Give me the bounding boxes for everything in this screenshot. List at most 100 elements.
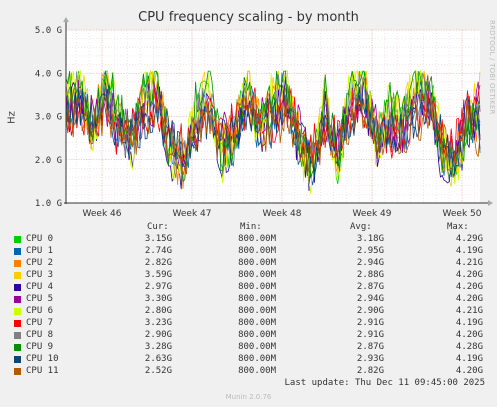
legend-swatch xyxy=(14,320,21,327)
legend-swatch xyxy=(14,236,21,243)
legend-cur: 2.63G xyxy=(144,354,172,364)
legend-row: CPU 8 2.90G 800.00M 2.91G 4.20G xyxy=(0,330,497,341)
legend-series-name: CPU 4 xyxy=(26,282,54,292)
last-update: Last update: Thu Dec 11 09:45:00 2025 xyxy=(284,378,485,388)
legend-swatch xyxy=(14,368,21,375)
legend-avg: 3.18G xyxy=(356,234,384,244)
legend-min: 800.00M xyxy=(238,342,276,352)
legend-min: 800.00M xyxy=(238,330,276,340)
legend-avg: 2.91G xyxy=(356,318,384,328)
legend-max: 4.19G xyxy=(455,246,483,256)
legend-cur: 2.74G xyxy=(144,246,172,256)
legend-row: CPU 4 2.97G 800.00M 2.87G 4.20G xyxy=(0,282,497,293)
legend-cur: 2.97G xyxy=(144,282,172,292)
legend-cur: 3.23G xyxy=(144,318,172,328)
x-tick-label: Week 48 xyxy=(263,209,302,219)
col-header-cur: Cur: xyxy=(147,222,169,232)
legend-avg: 2.87G xyxy=(356,282,384,292)
legend-max: 4.20G xyxy=(455,282,483,292)
legend-min: 800.00M xyxy=(238,258,276,268)
legend-max: 4.19G xyxy=(455,354,483,364)
chart-title: CPU frequency scaling - by month xyxy=(138,10,359,25)
y-tick-label: 4.0 G xyxy=(35,69,62,79)
y-tick-label: 5.0 G xyxy=(35,26,62,36)
legend-min: 800.00M xyxy=(238,282,276,292)
legend-min: 800.00M xyxy=(238,246,276,256)
legend-series-name: CPU 8 xyxy=(26,330,54,340)
legend-max: 4.20G xyxy=(455,330,483,340)
legend-cur: 3.59G xyxy=(144,270,172,280)
legend-max: 4.20G xyxy=(455,366,483,376)
legend-series-name: CPU 1 xyxy=(26,246,54,256)
legend-series-name: CPU 9 xyxy=(26,342,54,352)
legend-swatch xyxy=(14,296,21,303)
legend-min: 800.00M xyxy=(238,306,276,316)
legend-avg: 2.94G xyxy=(356,294,384,304)
series-line-cpu-6 xyxy=(65,69,481,195)
legend-series-name: CPU 7 xyxy=(26,318,54,328)
legend-row: CPU 6 2.80G 800.00M 2.90G 4.21G xyxy=(0,306,497,317)
legend-cur: 2.52G xyxy=(144,366,172,376)
legend-min: 800.00M xyxy=(238,318,276,328)
legend-max: 4.29G xyxy=(455,234,483,244)
legend-min: 800.00M xyxy=(238,354,276,364)
legend-max: 4.28G xyxy=(455,342,483,352)
x-tick-label: Week 49 xyxy=(353,209,392,219)
col-header-avg: Avg: xyxy=(350,222,372,232)
x-tick-label: Week 47 xyxy=(173,209,212,219)
legend-series-name: CPU 10 xyxy=(26,354,59,364)
rrdtool-credit: RRDTOOL / TOBI OETIKER xyxy=(488,20,496,115)
y-tick-label: 3.0 G xyxy=(35,113,62,123)
legend-max: 4.19G xyxy=(455,318,483,328)
legend-row: CPU 9 3.28G 800.00M 2.87G 4.28G xyxy=(0,342,497,353)
legend-avg: 2.94G xyxy=(356,258,384,268)
legend-avg: 2.87G xyxy=(356,342,384,352)
legend-avg: 2.91G xyxy=(356,330,384,340)
legend-max: 4.20G xyxy=(455,270,483,280)
legend-series-name: CPU 11 xyxy=(26,366,59,376)
col-header-min: Min: xyxy=(240,222,262,232)
legend-max: 4.21G xyxy=(455,258,483,268)
legend-swatch xyxy=(14,344,21,351)
x-tick-label: Week 46 xyxy=(83,209,122,219)
legend-avg: 2.90G xyxy=(356,306,384,316)
y-tick-label: 1.0 G xyxy=(35,199,62,209)
legend-swatch xyxy=(14,332,21,339)
legend-row: CPU 11 2.52G 800.00M 2.82G 4.20G xyxy=(0,366,497,377)
legend-series-name: CPU 6 xyxy=(26,306,54,316)
legend-min: 800.00M xyxy=(238,294,276,304)
legend-swatch xyxy=(14,284,21,291)
legend-avg: 2.93G xyxy=(356,354,384,364)
legend-swatch xyxy=(14,356,21,363)
legend-cur: 3.15G xyxy=(144,234,172,244)
legend-row: CPU 5 3.30G 800.00M 2.94G 4.20G xyxy=(0,294,497,305)
legend-avg: 2.95G xyxy=(356,246,384,256)
legend-min: 800.00M xyxy=(238,270,276,280)
legend-avg: 2.82G xyxy=(356,366,384,376)
legend-cur: 3.28G xyxy=(144,342,172,352)
legend-row: CPU 1 2.74G 800.00M 2.95G 4.19G xyxy=(0,246,497,257)
legend-row: CPU 7 3.23G 800.00M 2.91G 4.19G xyxy=(0,318,497,329)
legend-max: 4.21G xyxy=(455,306,483,316)
y-tick-label: 2.0 G xyxy=(35,156,62,166)
legend-cur: 2.82G xyxy=(144,258,172,268)
legend-swatch xyxy=(14,248,21,255)
x-axis-arrow xyxy=(488,200,493,206)
legend-cur: 3.30G xyxy=(144,294,172,304)
col-header-max: Max: xyxy=(447,222,469,232)
legend-series-name: CPU 2 xyxy=(26,258,54,268)
munin-version: Munin 2.0.76 xyxy=(225,393,272,401)
legend-min: 800.00M xyxy=(238,366,276,376)
legend-series-name: CPU 3 xyxy=(26,270,54,280)
legend-row: CPU 0 3.15G 800.00M 3.18G 4.29G xyxy=(0,234,497,245)
legend-swatch xyxy=(14,272,21,279)
legend-row: CPU 3 3.59G 800.00M 2.88G 4.20G xyxy=(0,270,497,281)
legend-min: 800.00M xyxy=(238,234,276,244)
legend-swatch xyxy=(14,260,21,267)
series-line-cpu-11 xyxy=(65,93,481,176)
legend-row: CPU 10 2.63G 800.00M 2.93G 4.19G xyxy=(0,354,497,365)
legend-swatch xyxy=(14,308,21,315)
x-tick-label: Week 50 xyxy=(443,209,482,219)
